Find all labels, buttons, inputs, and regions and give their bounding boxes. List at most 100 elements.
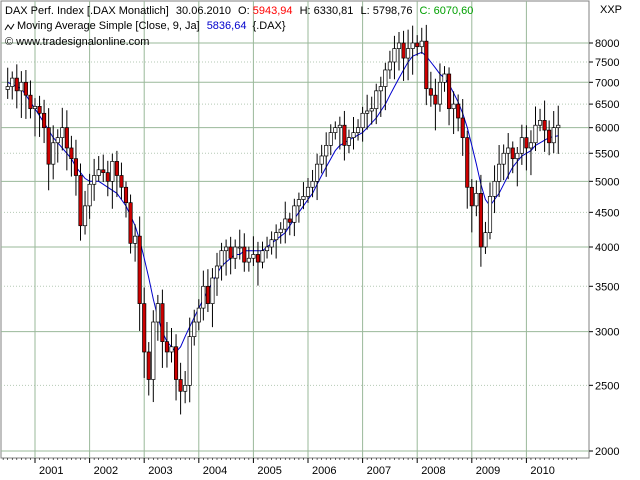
candle-body-up xyxy=(110,161,115,182)
candle xyxy=(164,321,170,368)
candle xyxy=(346,129,352,154)
candle-body-up xyxy=(551,127,556,144)
candle-body-up xyxy=(556,124,561,129)
candle xyxy=(556,105,561,154)
y-tick-label: 2000 xyxy=(595,446,619,458)
candle xyxy=(128,194,133,254)
candle xyxy=(274,224,279,259)
candle-body-up xyxy=(92,175,97,185)
candle-body-down xyxy=(205,285,210,304)
candle-body-down xyxy=(146,351,151,380)
candle xyxy=(433,78,438,131)
candle-body-up xyxy=(474,192,479,207)
candle xyxy=(255,241,261,286)
candle-body-up xyxy=(301,196,306,200)
candle xyxy=(5,67,10,99)
candle xyxy=(19,71,24,118)
candle xyxy=(460,99,465,156)
candle xyxy=(187,317,192,403)
candle xyxy=(369,96,374,125)
candle xyxy=(533,106,538,151)
candle xyxy=(160,289,165,368)
candle-body-down xyxy=(460,117,465,138)
candle-body-down xyxy=(164,341,170,353)
y-tick-label: 4000 xyxy=(595,242,619,254)
candle xyxy=(82,190,88,235)
candle xyxy=(205,269,210,313)
candle-body-down xyxy=(37,106,42,114)
candle-body-up xyxy=(387,61,392,71)
candle-body-up xyxy=(10,77,15,87)
candle xyxy=(474,180,479,217)
y-axis: 2000 2500 3000 3500 4000 4500 5000 5500 6000 6500… xyxy=(589,38,619,458)
grid-layer xyxy=(1,1,589,458)
candle xyxy=(305,177,311,203)
candle-body-down xyxy=(342,124,347,146)
candle-body-up xyxy=(315,163,320,182)
candle xyxy=(278,222,283,244)
candle-layer xyxy=(5,24,561,415)
candle-body-up xyxy=(55,137,60,144)
candle xyxy=(78,163,83,241)
candle-body-up xyxy=(365,110,370,114)
candle xyxy=(447,67,452,126)
ma-symbol: {.DAX} xyxy=(253,20,286,32)
candle-body-down xyxy=(465,137,470,188)
candle xyxy=(396,32,402,71)
candle-body-up xyxy=(392,48,397,63)
candle xyxy=(155,294,160,341)
candle xyxy=(328,124,333,156)
candle-body-up xyxy=(233,246,238,259)
candle xyxy=(442,66,447,92)
candle xyxy=(528,130,534,176)
candle-body-down xyxy=(542,120,547,131)
candle xyxy=(60,107,65,151)
candle-body-up xyxy=(237,246,242,249)
candle-body-down xyxy=(142,303,147,353)
candle xyxy=(151,310,156,403)
candle xyxy=(483,221,488,254)
candle-body-up xyxy=(224,246,229,252)
candle-body-up xyxy=(96,169,101,176)
candle xyxy=(542,100,547,152)
candle-body-up xyxy=(155,303,160,323)
candle-body-up xyxy=(269,239,274,248)
candle-body-down xyxy=(46,127,51,165)
candle xyxy=(142,287,147,378)
x-tick-label: 2002 xyxy=(94,465,118,477)
candle-body-down xyxy=(69,147,74,160)
candle xyxy=(315,153,320,201)
candle-body-down xyxy=(255,254,261,263)
copyright-text: © www.tradesignalonline.com xyxy=(5,36,149,48)
candle xyxy=(410,25,415,75)
candle xyxy=(69,135,74,177)
candle xyxy=(301,182,306,210)
candle xyxy=(401,30,406,81)
candle xyxy=(51,125,56,180)
candle xyxy=(365,94,370,130)
candle-body-up xyxy=(151,321,156,380)
candle-body-up xyxy=(310,180,315,188)
candle-body-up xyxy=(537,120,543,126)
candle xyxy=(360,106,365,142)
candle-body-up xyxy=(519,137,524,154)
y-tick-label: 5000 xyxy=(595,176,619,188)
candle-body-up xyxy=(192,321,197,337)
candle-body-down xyxy=(137,235,142,304)
candle xyxy=(324,132,329,177)
y-tick-label: 3500 xyxy=(595,281,619,293)
candle-body-down xyxy=(287,218,292,223)
ma-line-icon xyxy=(4,23,15,31)
candle xyxy=(133,224,138,262)
candle-body-up xyxy=(515,152,520,160)
candle xyxy=(296,192,301,223)
candle-body-down xyxy=(478,192,483,248)
candle xyxy=(14,64,19,109)
candle xyxy=(265,236,270,259)
candle-body-down xyxy=(424,40,429,90)
candle-body-up xyxy=(360,112,365,129)
candle-body-down xyxy=(14,77,19,92)
candle xyxy=(292,198,297,237)
candle-body-up xyxy=(442,73,447,83)
candle-body-down xyxy=(428,88,433,96)
